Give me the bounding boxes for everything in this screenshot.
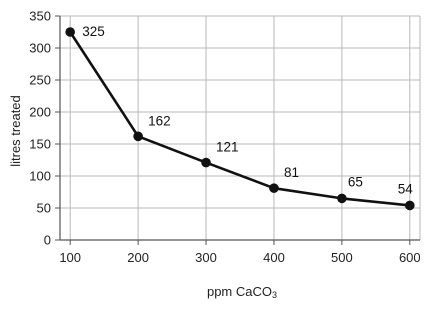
x-axis-title: ppm CaCO3 <box>207 284 277 300</box>
grid-layer <box>60 15 421 240</box>
x-axis-title-subscript: 3 <box>272 290 277 300</box>
data-point-marker <box>133 131 143 142</box>
data-point-marker <box>337 193 347 204</box>
x-tick-label: 500 <box>331 250 353 265</box>
data-label: 81 <box>284 165 299 180</box>
series-layer <box>69 31 410 207</box>
x-tick-label: 100 <box>59 250 81 265</box>
x-tick-labels: 100 200 300 400 500 600 <box>59 250 420 265</box>
y-tick-label: 150 <box>29 137 51 152</box>
x-tick-label: 400 <box>263 250 285 265</box>
data-label-layer: 325 162 121 81 65 54 <box>82 24 413 196</box>
marker-layer <box>65 27 415 211</box>
y-tick-label: 0 <box>44 233 51 248</box>
y-tick-label: 200 <box>29 105 51 120</box>
data-point-marker <box>405 200 415 211</box>
y-tick-labels: 0 50 100 150 200 250 300 350 <box>29 9 51 248</box>
y-tick-label: 100 <box>29 169 51 184</box>
data-label: 65 <box>348 174 363 189</box>
y-axis-title: litres treated <box>8 95 23 167</box>
data-point-marker <box>201 157 211 168</box>
y-tick-label: 300 <box>29 41 51 56</box>
data-label: 162 <box>148 113 171 128</box>
y-tick-label: 350 <box>29 9 51 24</box>
x-tick-label: 300 <box>195 250 217 265</box>
x-tick-label: 600 <box>399 250 421 265</box>
data-label: 325 <box>82 24 105 39</box>
x-axis-title-main: ppm CaCO <box>207 284 272 299</box>
y-tick-label: 50 <box>37 201 51 216</box>
y-tick-label: 250 <box>29 73 51 88</box>
series-line <box>69 31 410 207</box>
data-point-marker <box>65 27 75 37</box>
data-label: 54 <box>398 181 414 196</box>
axis-layer <box>55 15 420 245</box>
x-tick-label: 200 <box>127 250 149 265</box>
data-label: 121 <box>216 140 239 155</box>
data-point-marker <box>269 183 279 193</box>
